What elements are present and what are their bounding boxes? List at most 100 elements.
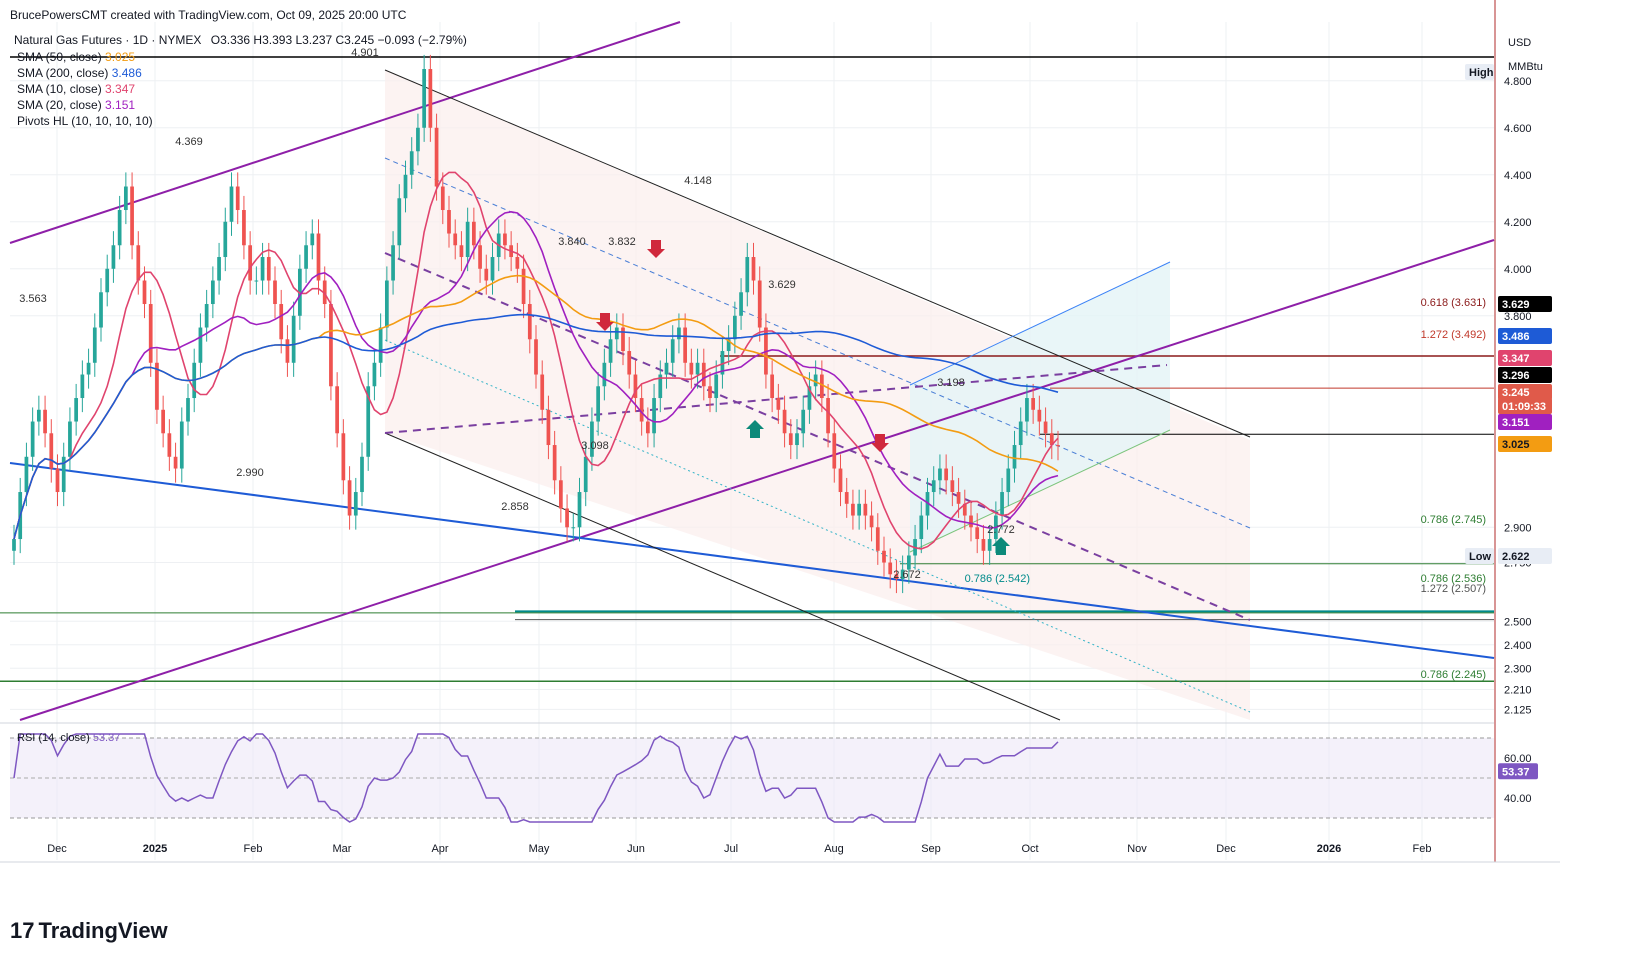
y-tick-label: 4.600 [1504, 123, 1532, 135]
x-tick-label: Oct [1021, 843, 1038, 855]
candle-body [353, 492, 358, 516]
x-tick-label: Feb [244, 843, 263, 855]
candle-body [683, 327, 688, 363]
down-arrow-icon [647, 240, 665, 258]
x-tick-label: Feb [1413, 843, 1432, 855]
candle-body [204, 304, 209, 328]
brand-text: TradingView [38, 918, 168, 943]
candle-body [838, 468, 843, 493]
rising-channel-lower [909, 429, 1171, 553]
price-tag-label: Low [1469, 551, 1491, 563]
trendline [9, 21, 681, 244]
candle-body [316, 233, 321, 281]
price-tag [1498, 436, 1552, 452]
y-tick-label: 4.400 [1504, 170, 1532, 182]
y-tick-label: 2.210 [1504, 684, 1532, 696]
candle-body [397, 198, 402, 246]
candle-body [577, 492, 582, 528]
price-tag-label: 3.629 [1502, 299, 1530, 311]
candle-body [931, 480, 936, 493]
price-tag-label: 3.486 [1502, 331, 1530, 343]
candle-body [217, 257, 221, 281]
pivot-label: 4.369 [175, 136, 203, 148]
candle-body [111, 245, 116, 269]
candle-body [1018, 421, 1023, 446]
y-tick-label: 4.000 [1504, 264, 1532, 276]
candle-body [938, 468, 942, 481]
legend-item: SMA (200, close) 3.486 [17, 66, 142, 80]
x-tick-label: Mar [333, 843, 352, 855]
candle-body [515, 257, 520, 269]
candle-body [36, 409, 41, 422]
rsi-legend-value: 53.37 [93, 732, 121, 744]
candle-body [844, 492, 849, 504]
candle-body [161, 409, 166, 434]
price-tag [1498, 367, 1552, 383]
candle-body [99, 292, 103, 328]
pivot-label: 3.563 [19, 293, 47, 305]
candle-body [882, 550, 886, 563]
candle-body [795, 433, 799, 446]
x-tick-label: Aug [824, 843, 844, 855]
x-tick-label: Jun [627, 843, 645, 855]
candle-body [173, 456, 178, 469]
rsi-legend: RSI (14, close) 53.37 [17, 732, 120, 744]
candle-body [378, 327, 383, 363]
candle-body [732, 315, 737, 340]
candle-body [179, 421, 184, 469]
candle-body [614, 327, 619, 340]
candle-body [198, 327, 203, 363]
candle-body [534, 339, 538, 375]
candle-body [826, 398, 830, 434]
fib-label: 0.786 (2.245) [1421, 669, 1486, 681]
candle-body [987, 539, 992, 551]
x-tick-label: 2025 [143, 843, 167, 855]
price-tag-label: High [1469, 67, 1494, 79]
candle-body [186, 398, 190, 422]
x-tick-label: Jul [724, 843, 738, 855]
candle-body [521, 268, 526, 305]
pivot-label: 2.772 [987, 524, 1015, 536]
price-tag [1498, 350, 1552, 366]
y-tick-label: 2.500 [1504, 616, 1532, 628]
candle-body [714, 374, 719, 399]
candle-body [1012, 445, 1017, 469]
channel-upper [384, 69, 1251, 438]
price-tag-label: 01:09:33 [1502, 401, 1546, 413]
moving-averages [13, 171, 1059, 550]
dashed-channel [384, 157, 1251, 529]
rising-midline [384, 364, 1168, 434]
y-tick-label: 2.300 [1504, 663, 1532, 675]
candle-body [297, 268, 302, 316]
price-tag [1498, 328, 1552, 344]
candle-body [285, 339, 290, 363]
candle-body [962, 503, 967, 516]
candle-body [86, 362, 91, 375]
sma-10-line [13, 171, 1059, 550]
candle-body [782, 409, 787, 434]
candle-body [49, 433, 54, 469]
candle-body [975, 527, 980, 540]
candle-body [229, 186, 234, 222]
legend-item: SMA (20, close) 3.151 [17, 98, 135, 112]
sma-20-line [13, 210, 1059, 540]
candle-body [223, 221, 228, 258]
candle-body [260, 257, 265, 281]
candle-body [1000, 492, 1004, 516]
x-tick-label: Dec [1216, 843, 1236, 855]
legend-value: 3.151 [105, 98, 136, 112]
candle-body [465, 221, 470, 258]
candle-body [1056, 445, 1060, 447]
candle-body [900, 569, 905, 579]
candle-body [30, 421, 35, 457]
credit-line: BrucePowersCMT created with TradingView.… [10, 8, 407, 22]
candle-body [434, 127, 439, 187]
legend-value: 3.486 [111, 66, 142, 80]
price-tag-label: 3.025 [1502, 439, 1530, 451]
candle-body [857, 503, 862, 516]
candle-body [478, 245, 482, 269]
candle-body [832, 433, 837, 469]
candle-body [484, 268, 489, 281]
candle-body [304, 245, 308, 269]
